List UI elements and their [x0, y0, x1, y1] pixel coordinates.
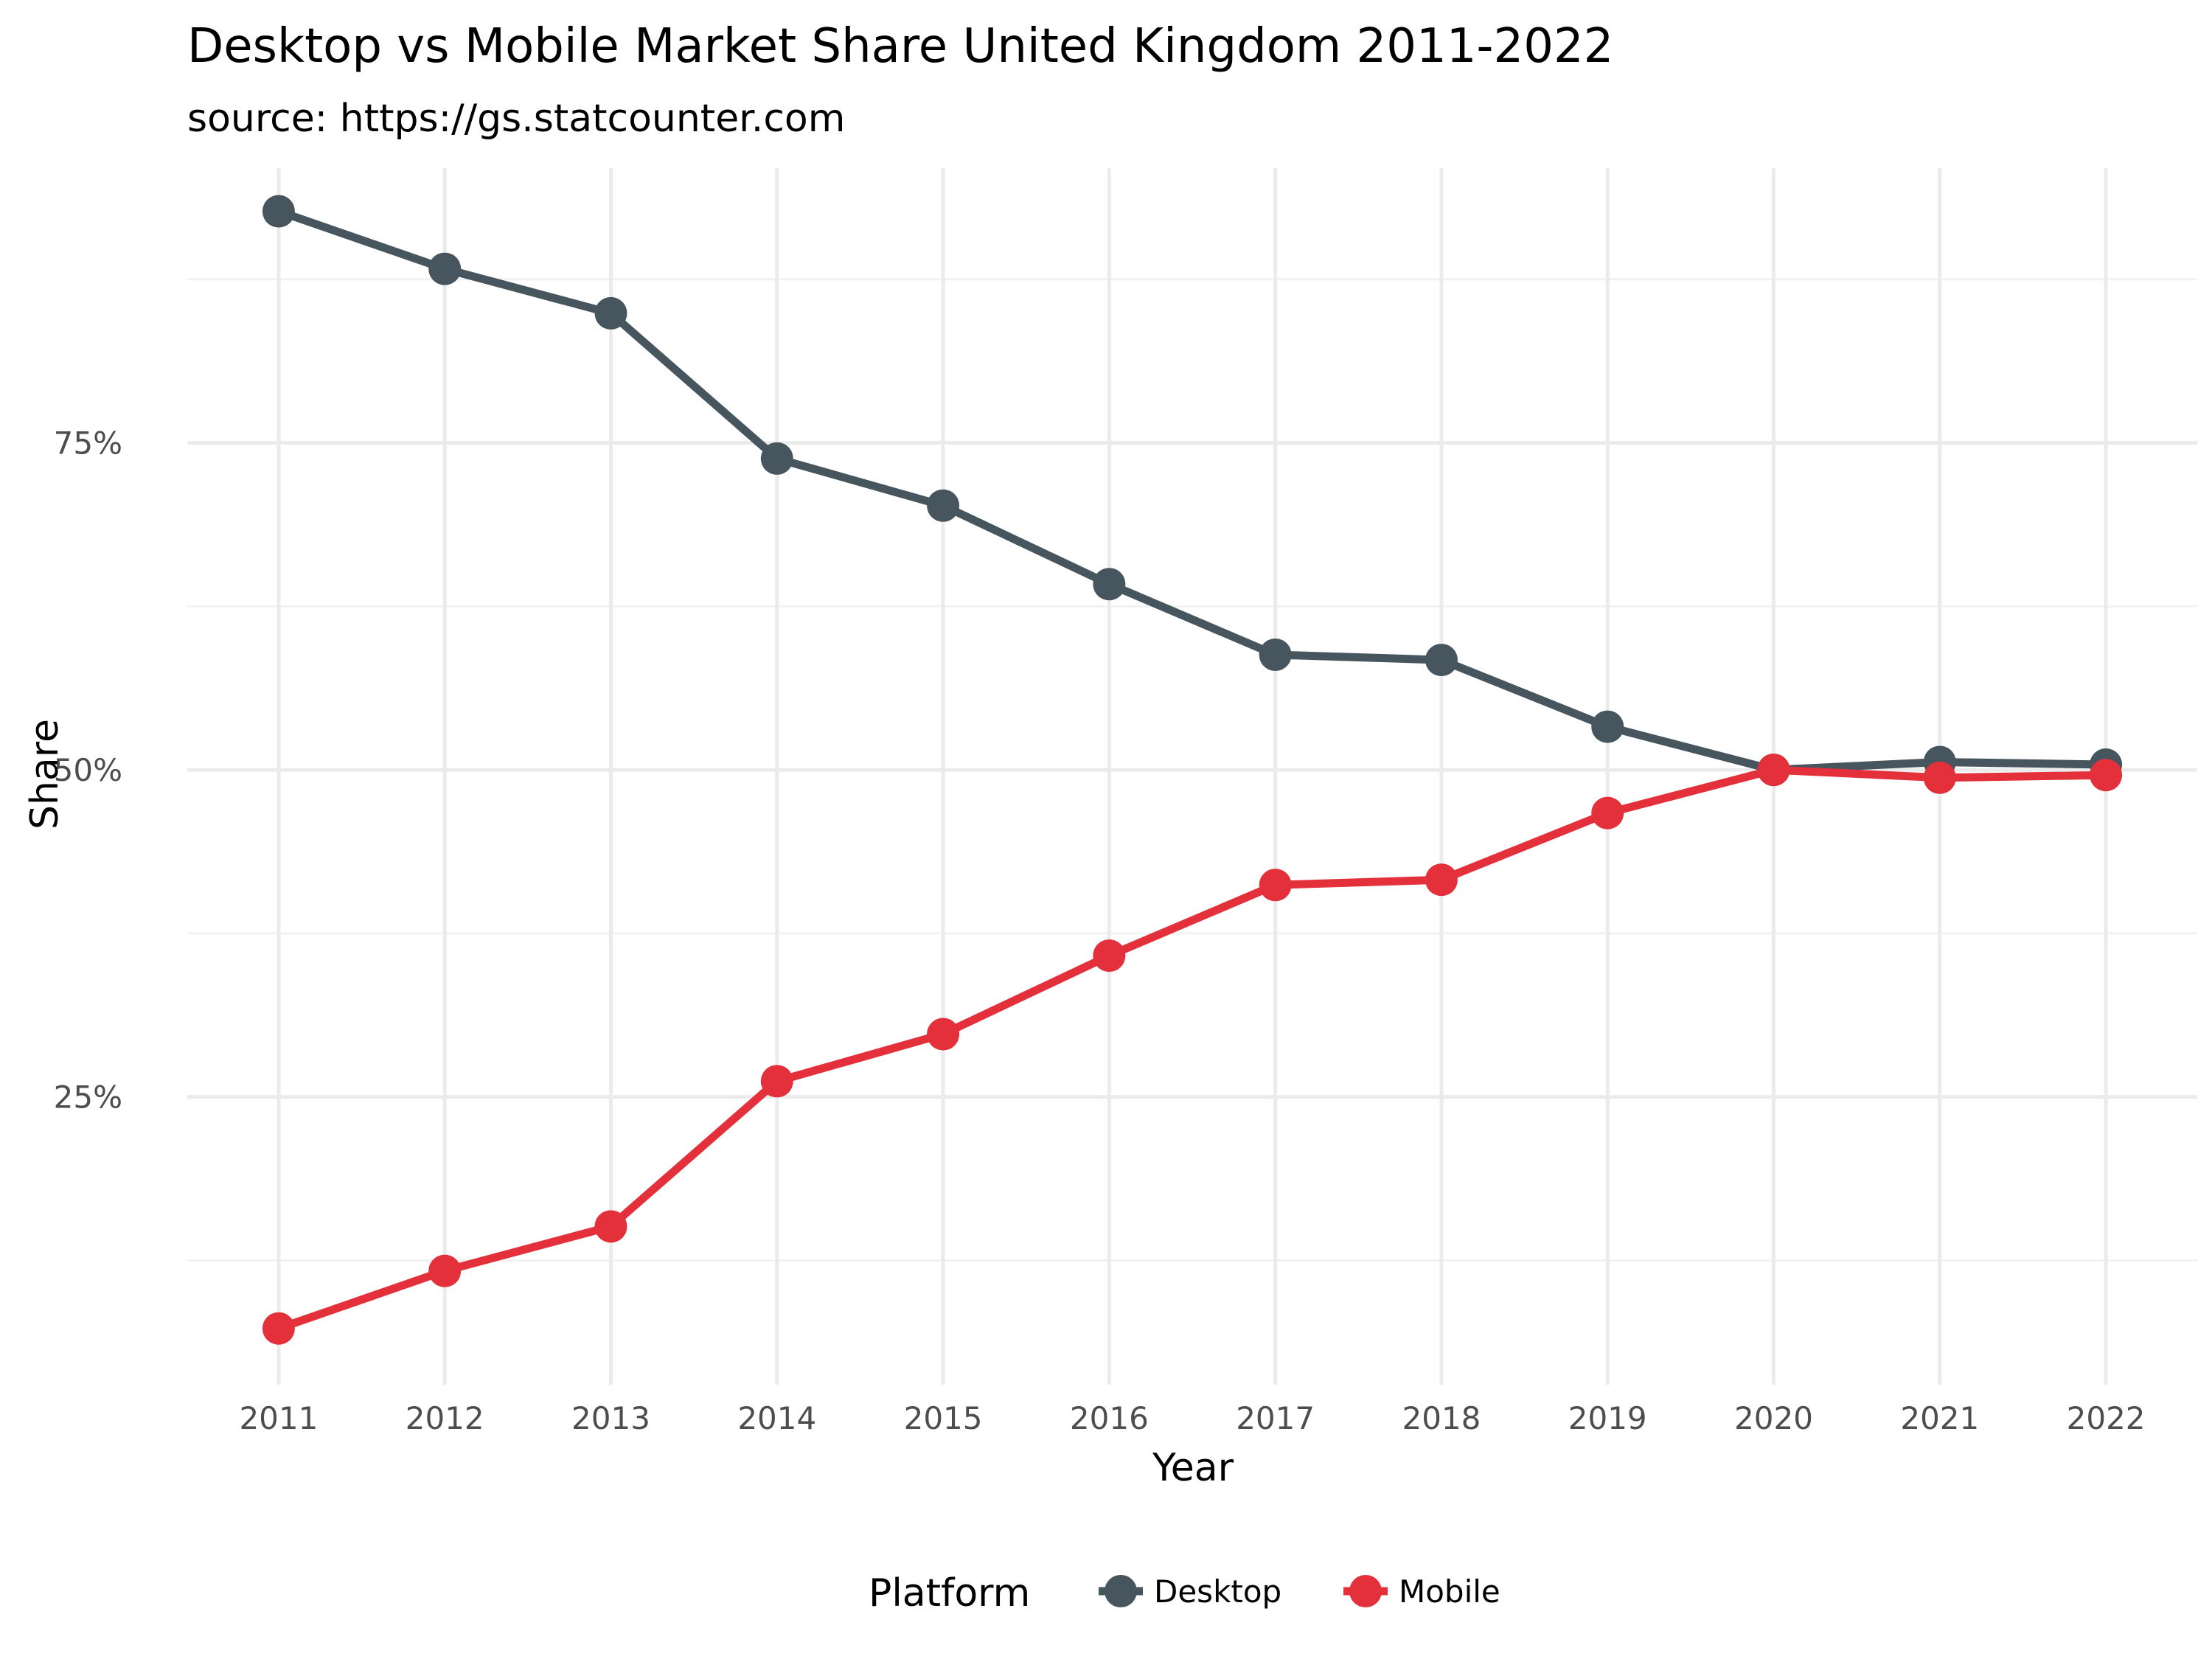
data-point-desktop — [1259, 639, 1292, 671]
data-point-mobile — [1093, 939, 1126, 973]
data-point-mobile — [2090, 759, 2123, 792]
legend-key-point-desktop — [1105, 1575, 1137, 1607]
x-tick-label: 2012 — [406, 1400, 484, 1436]
chart-title: Desktop vs Mobile Market Share United Ki… — [187, 19, 1613, 74]
legend-title: Platform — [869, 1571, 1030, 1615]
x-tick-label: 2020 — [1734, 1400, 1813, 1436]
data-point-mobile — [594, 1210, 627, 1243]
data-point-mobile — [262, 1312, 295, 1345]
x-tick-label: 2014 — [737, 1400, 816, 1436]
y-tick-label: 25% — [54, 1079, 122, 1116]
data-point-desktop — [594, 296, 627, 330]
x-tick-label: 2019 — [1568, 1400, 1647, 1436]
y-axis-title: Share — [23, 719, 67, 830]
data-point-mobile — [1259, 869, 1292, 902]
legend-label-mobile: Mobile — [1399, 1573, 1500, 1610]
data-point-mobile — [1591, 796, 1624, 830]
x-tick-label: 2022 — [2067, 1400, 2146, 1436]
data-point-desktop — [760, 442, 793, 475]
data-point-mobile — [428, 1254, 462, 1287]
x-axis-title: Year — [1152, 1446, 1234, 1490]
data-point-desktop — [262, 195, 295, 228]
data-point-desktop — [1425, 644, 1458, 677]
series-line-mobile — [274, 765, 2110, 1333]
x-tick-label: 2016 — [1070, 1400, 1149, 1436]
x-tick-labels: 2011 2012 2013 2014 2015 2016 2017 2018 2019 2020… — [239, 1400, 2145, 1436]
y-tick-label: 75% — [54, 425, 122, 462]
x-tick-label: 2015 — [904, 1400, 983, 1436]
chart-subtitle: source: https://gs.statcounter.com — [187, 97, 845, 141]
x-tick-label: 2018 — [1402, 1400, 1481, 1436]
x-tick-label: 2021 — [1900, 1400, 1979, 1436]
x-tick-label: 2017 — [1236, 1400, 1315, 1436]
data-point-desktop — [1093, 568, 1126, 601]
x-tick-label: 2011 — [239, 1400, 318, 1436]
y-tick-label: 50% — [54, 752, 122, 788]
data-point-mobile — [760, 1065, 793, 1098]
series-layer — [262, 195, 2123, 1345]
data-point-mobile — [927, 1018, 960, 1051]
series-line-desktop — [274, 207, 2110, 774]
data-point-desktop — [1591, 710, 1624, 743]
legend: Platform Desktop Mobile — [869, 1571, 1500, 1615]
data-point-mobile — [1923, 761, 1956, 794]
legend-label-desktop: Desktop — [1154, 1573, 1281, 1610]
y-tick-labels: 25% 50% 75% — [54, 425, 122, 1116]
data-point-desktop — [428, 252, 462, 285]
data-point-desktop — [927, 489, 960, 522]
x-tick-label: 2013 — [571, 1400, 650, 1436]
data-point-mobile — [1425, 863, 1458, 897]
legend-key-point-mobile — [1349, 1575, 1382, 1607]
data-point-mobile — [1757, 754, 1790, 787]
